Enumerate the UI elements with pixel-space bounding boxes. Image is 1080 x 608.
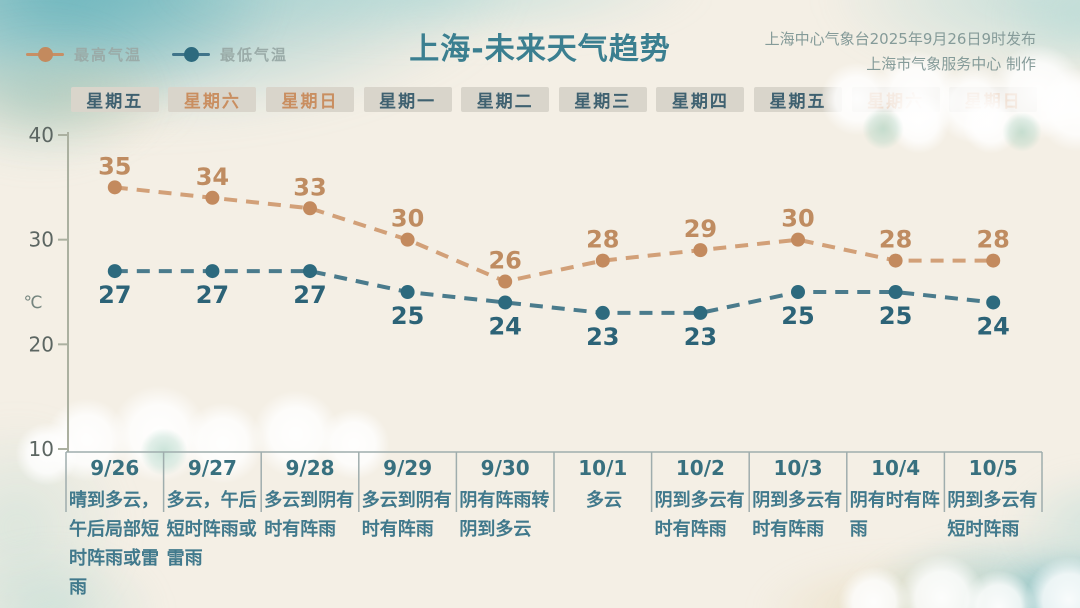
value-label: 29 xyxy=(684,215,717,243)
legend-item-low-temp: 最低气温 xyxy=(172,44,288,65)
forecast-condition: 多云到阴有时有阵雨 xyxy=(264,490,355,540)
data-point xyxy=(400,285,415,299)
weekday-badge: 星期六 xyxy=(851,87,940,112)
forecast-date: 10/3 xyxy=(773,456,823,480)
y-tick-label: 20 xyxy=(29,332,54,356)
data-point xyxy=(888,253,903,268)
value-label: 28 xyxy=(879,226,912,254)
credit-line-issued: 上海中心气象台2025年9月26日9时发布 xyxy=(764,30,1036,48)
value-label: 33 xyxy=(293,173,326,201)
forecast-condition: 多云 xyxy=(586,490,622,511)
data-point xyxy=(693,243,708,258)
forecast-condition: 阴有阵雨转阴到多云 xyxy=(459,490,550,540)
y-tick-label: 10 xyxy=(29,437,54,461)
forecast-date: 9/29 xyxy=(383,456,433,480)
forecast-date: 10/2 xyxy=(675,456,725,480)
forecast-date: 9/27 xyxy=(187,456,237,480)
data-point xyxy=(107,264,122,279)
value-label: 30 xyxy=(391,205,424,233)
value-label: 35 xyxy=(98,152,131,180)
forecast-condition: 阴有时有阵雨 xyxy=(849,490,940,540)
data-point xyxy=(498,295,513,310)
data-point xyxy=(986,295,1001,310)
weekday-badge: 星期日 xyxy=(949,87,1038,112)
weekday-badge: 星期六 xyxy=(168,87,257,112)
value-label: 34 xyxy=(196,163,229,191)
data-point xyxy=(205,264,220,279)
chart-legend: 最高气温 最低气温 xyxy=(26,44,288,65)
forecast-condition: 阴到多云有时有阵雨 xyxy=(654,490,745,540)
forecast-date: 9/30 xyxy=(480,456,530,480)
low-temp-line-icon xyxy=(172,47,211,62)
series-line-最低气温 xyxy=(114,269,994,315)
weekday-badge: 星期四 xyxy=(656,87,745,112)
forecast-date: 10/4 xyxy=(871,456,921,480)
data-point xyxy=(107,180,122,195)
weekday-badge: 星期五 xyxy=(754,87,842,112)
value-label: 25 xyxy=(391,302,424,330)
data-point xyxy=(693,305,708,320)
data-point xyxy=(595,253,610,268)
data-point xyxy=(986,253,1001,268)
weekday-badge: 星期日 xyxy=(266,87,354,112)
legend-item-high-temp: 最高气温 xyxy=(26,44,142,65)
value-label: 26 xyxy=(488,247,521,275)
data-point xyxy=(498,274,513,289)
forecast-condition: 多云，午后短时阵雨或雷雨 xyxy=(166,490,257,569)
value-label: 25 xyxy=(781,302,814,330)
value-label: 24 xyxy=(488,312,521,340)
y-axis-unit-label: ℃ xyxy=(23,293,42,313)
legend-label-low: 最低气温 xyxy=(220,46,289,64)
data-point xyxy=(205,190,220,205)
data-point xyxy=(595,305,610,320)
data-point xyxy=(791,285,805,299)
weekday-badge: 星期五 xyxy=(70,87,159,112)
data-point xyxy=(303,264,317,279)
value-label: 27 xyxy=(196,281,229,309)
publisher-credits: 上海中心气象台2025年9月26日9时发布 上海市气象服务中心 制作 xyxy=(765,27,1036,77)
credit-line-produced: 上海市气象服务中心 制作 xyxy=(866,55,1036,73)
value-label: 28 xyxy=(586,226,619,254)
weekday-badge: 星期三 xyxy=(558,87,647,112)
forecast-condition: 阴到多云有短时阵雨 xyxy=(947,490,1038,540)
y-tick-label: 40 xyxy=(29,123,54,147)
y-tick-label: 30 xyxy=(29,228,54,252)
value-label: 27 xyxy=(98,281,131,309)
value-label: 27 xyxy=(293,281,326,309)
value-label: 23 xyxy=(586,323,619,351)
forecast-condition: 多云到阴有时有阵雨 xyxy=(361,490,452,540)
value-label: 25 xyxy=(879,302,912,330)
data-point xyxy=(303,201,317,216)
forecast-date: 9/26 xyxy=(90,456,140,480)
forecast-condition: 阴到多云有时有阵雨 xyxy=(752,490,843,540)
weekday-badge: 星期一 xyxy=(363,87,452,112)
value-label: 28 xyxy=(976,226,1009,254)
legend-label-high: 最高气温 xyxy=(74,46,143,64)
value-label: 23 xyxy=(684,323,717,351)
forecast-date: 9/28 xyxy=(285,456,335,480)
value-label: 30 xyxy=(781,205,814,233)
series-line-最高气温 xyxy=(114,185,994,284)
forecast-date: 10/1 xyxy=(578,456,628,480)
forecast-condition: 晴到多云，午后局部短时阵雨或雷雨 xyxy=(69,490,159,598)
value-label: 24 xyxy=(976,312,1009,340)
data-point xyxy=(400,232,415,247)
data-point xyxy=(888,285,903,299)
forecast-date: 10/5 xyxy=(968,456,1018,480)
weekday-badge: 星期二 xyxy=(461,87,550,112)
high-temp-line-icon xyxy=(26,47,64,62)
data-point xyxy=(791,232,805,247)
